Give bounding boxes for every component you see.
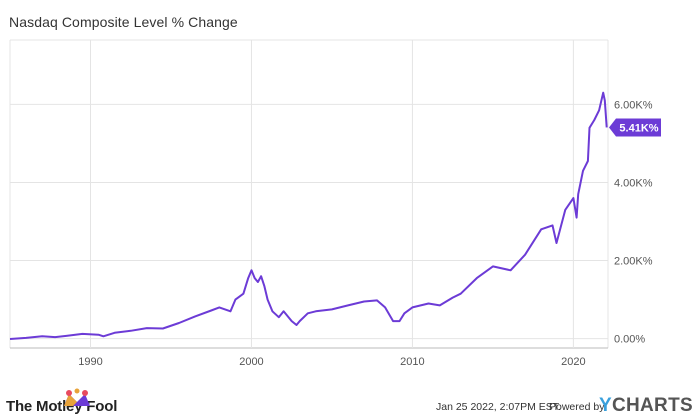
x-tick-label: 2010 <box>400 356 424 368</box>
x-axis: 1990 2000 2010 2020 <box>78 356 585 368</box>
x-tick-label: 1990 <box>78 356 102 368</box>
y-tick-label: 4.00K% <box>614 177 653 189</box>
last-value-badge: 5.41K% <box>609 118 661 137</box>
series-line <box>9 91 608 340</box>
timestamp: Jan 25 2022, 2:07PM EST. <box>436 401 561 413</box>
y-tick-label: 2.00K% <box>614 256 653 268</box>
motley-fool-logo: The Motley Fool <box>6 398 118 415</box>
y-tick-label: 0.00% <box>614 334 645 346</box>
ycharts-logo[interactable]: YCHARTS <box>599 395 693 416</box>
last-value-label: 5.41K% <box>619 122 658 134</box>
last-value-badge-shape <box>609 118 661 137</box>
y-axis: 0.00% 2.00K% 4.00K% 6.00K% <box>614 99 653 345</box>
y-tick-label: 6.00K% <box>614 99 653 111</box>
jester-hat-icon <box>64 388 90 406</box>
series-group <box>9 91 608 340</box>
grid-lines <box>9 39 609 349</box>
powered-by-label: Powered by <box>549 401 605 413</box>
x-tick-label: 2000 <box>239 356 263 368</box>
x-tick-label: 2020 <box>561 356 585 368</box>
chart-title: Nasdaq Composite Level % Change <box>9 14 238 30</box>
